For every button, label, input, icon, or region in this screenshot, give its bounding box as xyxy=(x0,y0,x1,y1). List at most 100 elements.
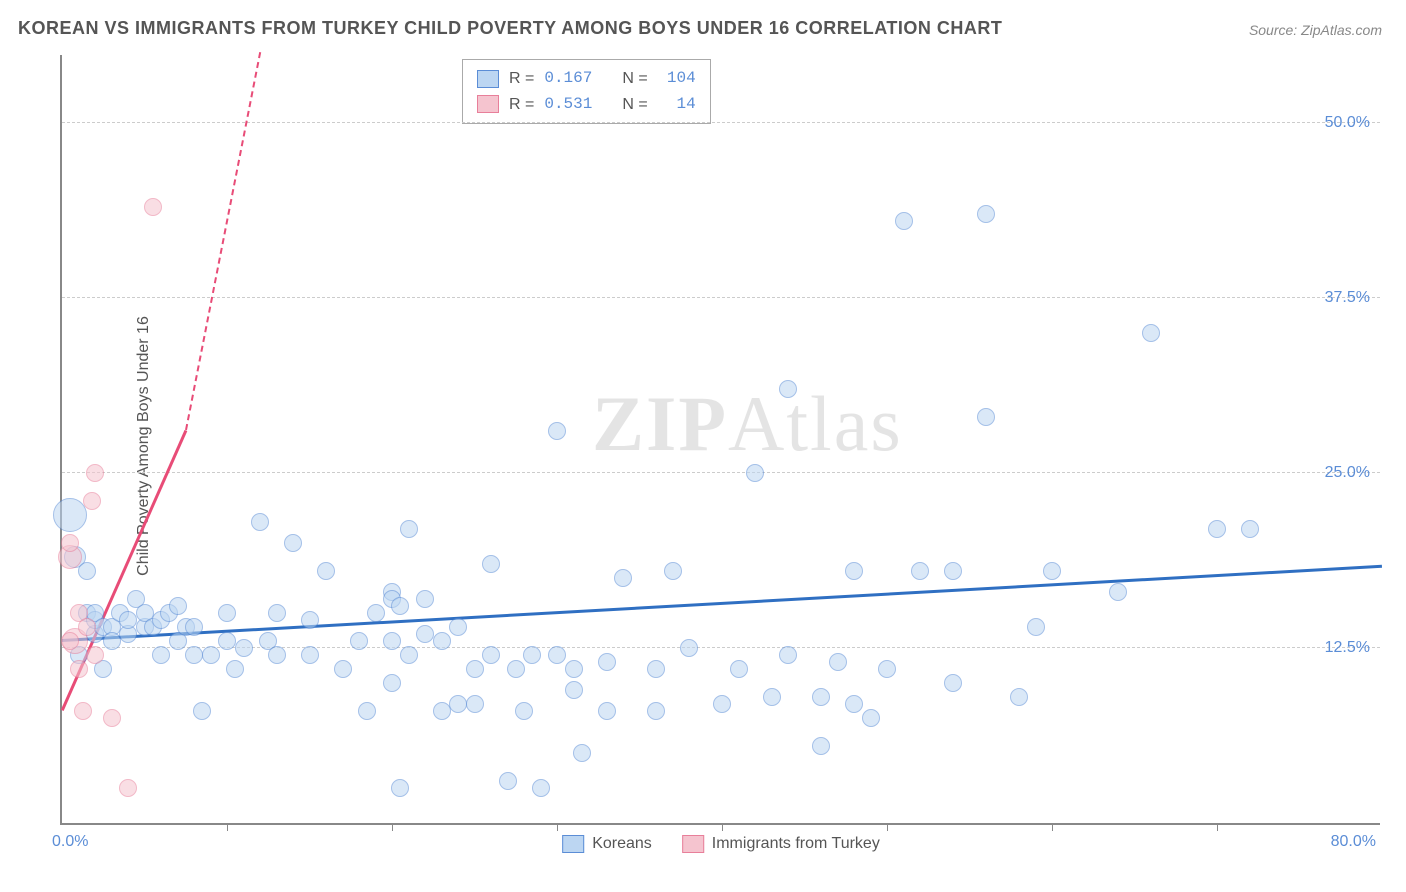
data-point xyxy=(565,681,583,699)
data-point xyxy=(523,646,541,664)
data-point xyxy=(433,702,451,720)
legend-swatch xyxy=(477,70,499,88)
data-point xyxy=(845,695,863,713)
data-point xyxy=(713,695,731,713)
data-point xyxy=(268,604,286,622)
series-legend: Koreans Immigrants from Turkey xyxy=(562,835,880,853)
x-axis-min-label: 0.0% xyxy=(52,833,88,851)
data-point xyxy=(466,695,484,713)
gridline xyxy=(62,647,1380,648)
data-point xyxy=(507,660,525,678)
data-point xyxy=(185,618,203,636)
x-tick xyxy=(392,823,393,831)
data-point xyxy=(482,555,500,573)
data-point xyxy=(1109,583,1127,601)
data-point xyxy=(812,737,830,755)
legend-n-value: 104 xyxy=(658,66,696,92)
data-point xyxy=(284,534,302,552)
chart-title: KOREAN VS IMMIGRANTS FROM TURKEY CHILD P… xyxy=(18,18,1002,39)
data-point xyxy=(86,464,104,482)
y-tick-label: 25.0% xyxy=(1325,464,1370,482)
data-point xyxy=(1208,520,1226,538)
legend-swatch xyxy=(477,95,499,113)
data-point xyxy=(466,660,484,678)
data-point xyxy=(548,646,566,664)
data-point xyxy=(532,779,550,797)
data-point xyxy=(1010,688,1028,706)
data-point xyxy=(301,611,319,629)
data-point xyxy=(350,632,368,650)
data-point xyxy=(1241,520,1259,538)
watermark: ZIPAtlas xyxy=(592,379,903,469)
data-point xyxy=(812,688,830,706)
data-point xyxy=(226,660,244,678)
data-point xyxy=(977,205,995,223)
legend-r-label: R = xyxy=(509,92,534,118)
legend-row: R =0.167N =104 xyxy=(477,66,696,92)
x-tick xyxy=(722,823,723,831)
data-point xyxy=(730,660,748,678)
data-point xyxy=(763,688,781,706)
legend-swatch xyxy=(562,835,584,853)
data-point xyxy=(317,562,335,580)
correlation-legend: R =0.167N =104R =0.531N = 14 xyxy=(462,59,711,124)
data-point xyxy=(1043,562,1061,580)
data-point xyxy=(78,562,96,580)
data-point xyxy=(400,520,418,538)
data-point xyxy=(680,639,698,657)
data-point xyxy=(70,660,88,678)
data-point xyxy=(400,646,418,664)
data-point xyxy=(895,212,913,230)
legend-n-value: 14 xyxy=(658,92,696,118)
data-point xyxy=(391,779,409,797)
data-point xyxy=(779,380,797,398)
data-point xyxy=(664,562,682,580)
data-point xyxy=(78,618,96,636)
data-point xyxy=(647,702,665,720)
data-point xyxy=(416,590,434,608)
x-tick xyxy=(1052,823,1053,831)
gridline xyxy=(62,297,1380,298)
data-point xyxy=(449,695,467,713)
data-point xyxy=(119,611,137,629)
data-point xyxy=(383,674,401,692)
x-axis-max-label: 80.0% xyxy=(1331,833,1376,851)
data-point xyxy=(598,653,616,671)
data-point xyxy=(152,646,170,664)
y-tick-label: 37.5% xyxy=(1325,289,1370,307)
data-point xyxy=(268,646,286,664)
data-point xyxy=(598,702,616,720)
x-tick xyxy=(557,823,558,831)
data-point xyxy=(977,408,995,426)
data-point xyxy=(86,646,104,664)
data-point xyxy=(185,646,203,664)
data-point xyxy=(251,513,269,531)
data-point xyxy=(416,625,434,643)
gridline xyxy=(62,472,1380,473)
data-point xyxy=(383,632,401,650)
data-point xyxy=(202,646,220,664)
data-point xyxy=(218,632,236,650)
legend-label: Koreans xyxy=(592,835,652,853)
legend-label: Immigrants from Turkey xyxy=(712,835,880,853)
data-point xyxy=(499,772,517,790)
data-point xyxy=(878,660,896,678)
data-point xyxy=(862,709,880,727)
data-point xyxy=(169,597,187,615)
data-point xyxy=(61,534,79,552)
data-point xyxy=(548,422,566,440)
legend-r-label: R = xyxy=(509,66,534,92)
data-point xyxy=(911,562,929,580)
data-point xyxy=(1142,324,1160,342)
legend-r-value: 0.531 xyxy=(544,92,592,118)
data-point xyxy=(614,569,632,587)
scatter-plot: ZIPAtlas R =0.167N =104R =0.531N = 14 Ko… xyxy=(60,55,1380,825)
legend-item: Koreans xyxy=(562,835,652,853)
legend-r-value: 0.167 xyxy=(544,66,592,92)
source-attribution: Source: ZipAtlas.com xyxy=(1249,22,1382,38)
legend-swatch xyxy=(682,835,704,853)
data-point xyxy=(144,198,162,216)
data-point xyxy=(61,632,79,650)
y-tick-label: 50.0% xyxy=(1325,114,1370,132)
data-point xyxy=(103,709,121,727)
